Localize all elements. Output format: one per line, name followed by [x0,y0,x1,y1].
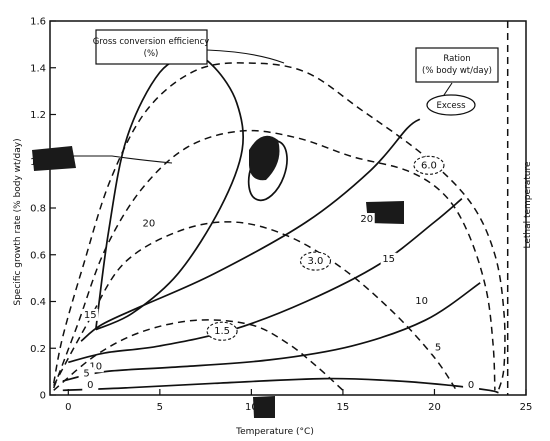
x-tick-label: 25 [520,402,533,413]
efficiency-label: 5 [435,343,441,354]
y-tick-label: 1.2 [30,110,46,121]
efficiency-label: 5 [83,368,89,379]
ration-label-oval [299,251,332,271]
efficiency-box-line1: Gross conversion efficiency [93,37,210,47]
ration-curve-6-0 [52,129,496,391]
efficiency-label-bg [380,252,397,265]
ration-label: 1.5 [214,326,230,337]
efficiency-label: 20 [142,219,155,230]
labels: Gross conversion efficiency (%) Ration (… [13,29,533,437]
y-axis-title: Specific growth rate (% body wt/day) [13,138,23,305]
efficiency-label-bg [82,308,99,321]
efficiency-curve-5 [62,282,481,382]
efficiency-box [95,29,208,65]
scan-blotch-bottom [253,396,275,418]
x-tick-label: 10 [245,402,258,413]
x-tick-label: 5 [157,402,163,413]
efficiency-label: 20 [360,214,373,225]
efficiency-label: 0 [468,380,474,391]
excess-label: Excess [436,101,466,111]
ration-label-oval [206,321,238,341]
y-tick-label: 0.6 [30,250,46,261]
efficiency-curve-10 [68,198,463,364]
efficiency-label-bg [413,294,430,307]
efficiency-label: 10 [415,296,428,307]
y-tick-label: 0 [40,391,46,402]
y-tick-label: 0.8 [30,204,46,215]
ration-box-line2: (% body wt/day) [422,66,492,76]
efficiency-label: 0 [87,380,93,391]
excess-oval [426,94,476,116]
ration-curve-1-5 [53,319,344,391]
efficiency-label-bg [82,378,99,391]
efficiency-curve-15 [80,118,421,342]
efficiency-label-bg [78,367,95,380]
x-axis-title: Temperature (°C) [235,427,314,437]
ration-box-line1: Ration [443,54,470,64]
x-tick-label: 20 [428,402,441,413]
lethal-temperature-label: Lethal temperature [523,161,533,249]
efficiency-curve-0 [62,377,499,394]
efficiency-label: 10 [89,361,102,372]
ration-label: 6.0 [421,160,437,171]
efficiency-leader-line [206,49,285,64]
ration-curve-3-0 [53,221,458,391]
y-tick-label: 1.4 [30,63,46,74]
y-tick-label: 1.6 [30,17,46,28]
scan-blotch-left [32,146,76,171]
efficiency-box-line2: (%) [144,49,159,59]
blotch-leader-line [73,155,173,164]
scan-blotch-right [366,201,404,224]
efficiency-label-bg [430,341,447,354]
y-tick-label: 0.4 [30,297,46,308]
ration-label: 3.0 [308,256,324,267]
x-tick-label: 0 [65,402,71,413]
x-tick-label: 15 [337,402,350,413]
ration-box [415,47,499,83]
efficiency-label-bg [140,217,157,230]
efficiency-label-bg [358,213,375,226]
ration-curves [52,62,506,391]
efficiency-label: 15 [84,310,97,321]
scan-blotch-center [249,135,280,181]
y-tick-label: 0.2 [30,344,46,355]
efficiency-label-bg [463,378,480,391]
ration-label-oval [413,155,445,175]
efficiency-curve-20 [94,55,245,331]
efficiency-label: 15 [382,254,395,265]
decorations [32,49,453,418]
